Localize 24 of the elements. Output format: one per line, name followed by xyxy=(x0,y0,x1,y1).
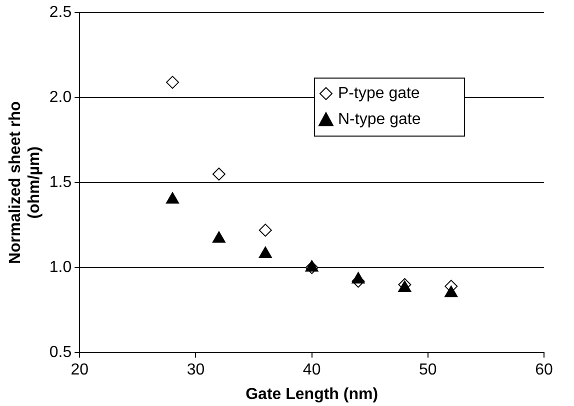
x-axis-title: Gate Length (nm) xyxy=(246,386,378,403)
point xyxy=(352,272,365,284)
point xyxy=(166,76,180,89)
y-tick-label: 2.5 xyxy=(49,4,72,22)
point xyxy=(444,286,458,298)
y-axis-title: Normalized sheet rho (ohm/µm) xyxy=(7,101,44,264)
legend-label: N-type gate xyxy=(338,111,421,128)
x-tick-label: 30 xyxy=(186,362,205,379)
x-tick-label: 20 xyxy=(70,362,89,379)
point xyxy=(212,168,226,181)
y-tick-label: 0.5 xyxy=(49,344,72,362)
y-tick-label: 2.0 xyxy=(49,89,72,106)
legend-label: P-type gate xyxy=(338,85,420,102)
point xyxy=(305,260,318,272)
point xyxy=(212,231,226,243)
x-tick-label: 40 xyxy=(302,362,321,379)
y-tick-label: 1.0 xyxy=(49,259,72,276)
point xyxy=(258,246,272,258)
x-tick-label: 50 xyxy=(419,362,437,379)
point xyxy=(398,280,412,292)
point xyxy=(258,224,272,237)
x-tick-label: 60 xyxy=(535,362,553,379)
point xyxy=(166,192,180,204)
y-tick-label: 1.5 xyxy=(49,174,72,192)
